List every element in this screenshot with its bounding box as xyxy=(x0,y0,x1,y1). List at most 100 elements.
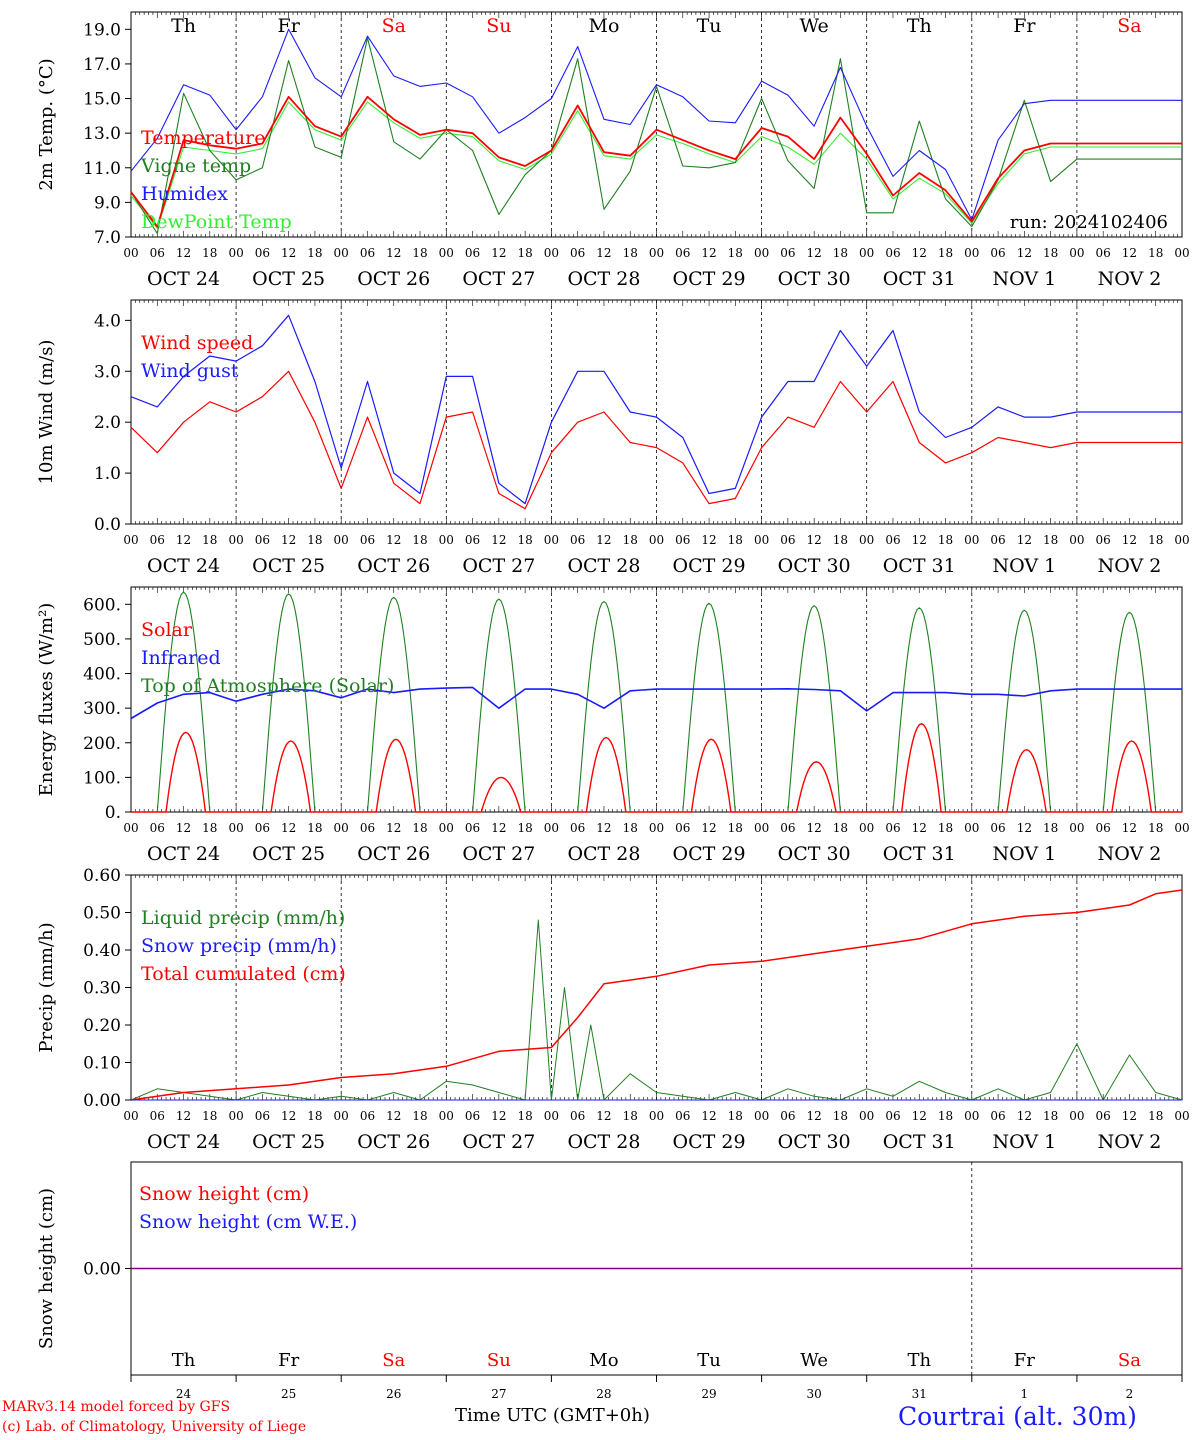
y-tick-label: 19.0 xyxy=(83,20,121,40)
hour-tick-label: 18 xyxy=(307,1109,322,1123)
hour-tick-label: 18 xyxy=(1043,533,1058,547)
y-tick-label: 1.0 xyxy=(94,464,121,484)
hour-tick-label: 06 xyxy=(780,1109,795,1123)
hour-tick-label: 12 xyxy=(1122,821,1137,835)
series-line-solar xyxy=(131,723,1182,813)
hour-tick-label: 06 xyxy=(150,533,165,547)
y-tick-label: 0.40 xyxy=(83,941,121,961)
day-number: 1 xyxy=(1021,1387,1029,1401)
hour-tick-label: 00 xyxy=(228,1109,243,1123)
legend-entry: Infrared xyxy=(141,647,221,669)
time-axis-label: Time UTC (GMT+0h) xyxy=(455,1405,650,1426)
hour-tick-label: 12 xyxy=(1122,1109,1137,1123)
date-label: NOV 2 xyxy=(1098,555,1162,577)
date-label: OCT 24 xyxy=(147,555,220,577)
y-tick-label: 4.0 xyxy=(94,311,121,331)
hour-tick-label: 12 xyxy=(807,821,822,835)
hour-tick-label: 06 xyxy=(465,533,480,547)
hour-tick-label: 18 xyxy=(938,821,953,835)
hour-tick-label: 06 xyxy=(780,533,795,547)
site-title: Courtrai (alt. 30m) xyxy=(898,1402,1137,1431)
y-tick-label: 600. xyxy=(83,595,121,615)
hour-tick-label: 00 xyxy=(123,246,138,260)
weekday-label: Th xyxy=(171,15,196,37)
date-label: OCT 28 xyxy=(567,1131,640,1153)
hour-tick-label: 06 xyxy=(1096,821,1111,835)
y-tick-label: 100. xyxy=(83,768,121,788)
weekday-label: Th xyxy=(907,1350,931,1371)
y-axis-label: Energy fluxes (W/m²) xyxy=(36,603,57,797)
hour-tick-label: 00 xyxy=(544,1109,559,1123)
hour-tick-label: 12 xyxy=(1017,821,1032,835)
date-label: OCT 30 xyxy=(778,555,851,577)
date-label: OCT 27 xyxy=(462,268,535,290)
date-label: OCT 31 xyxy=(883,1131,956,1153)
y-tick-label: 7.0 xyxy=(94,228,121,248)
legend-entry: Wind speed xyxy=(141,332,253,354)
hour-tick-label: 12 xyxy=(176,246,191,260)
date-label: OCT 30 xyxy=(778,1131,851,1153)
hour-tick-label: 00 xyxy=(1069,821,1084,835)
hour-tick-label: 18 xyxy=(1043,1109,1058,1123)
y-tick-label: 3.0 xyxy=(94,362,121,382)
hour-tick-label: 18 xyxy=(202,821,217,835)
day-number: 25 xyxy=(281,1387,296,1401)
hour-tick-label: 06 xyxy=(570,1109,585,1123)
date-label: NOV 2 xyxy=(1098,843,1162,865)
hour-tick-label: 00 xyxy=(439,246,454,260)
y-tick-label: 400. xyxy=(83,665,121,685)
day-number: 26 xyxy=(386,1387,401,1401)
date-label: OCT 26 xyxy=(357,268,430,290)
hour-tick-label: 06 xyxy=(255,533,270,547)
hour-tick-label: 18 xyxy=(1148,533,1163,547)
panel-frame xyxy=(130,11,1183,238)
weekday-label: Sa xyxy=(1118,1350,1141,1371)
hour-tick-label: 12 xyxy=(596,1109,611,1123)
day-number: 24 xyxy=(176,1387,192,1401)
hour-tick-label: 00 xyxy=(228,533,243,547)
day-number: 28 xyxy=(596,1387,611,1401)
hour-tick-label: 00 xyxy=(228,821,243,835)
y-tick-label: 2.0 xyxy=(94,413,121,433)
hour-tick-label: 12 xyxy=(491,1109,506,1123)
hour-tick-label: 18 xyxy=(517,821,532,835)
hour-tick-label: 18 xyxy=(728,1109,743,1123)
weekday-label: Fr xyxy=(1013,15,1036,37)
weekday-label: Fr xyxy=(1014,1350,1035,1371)
hour-tick-label: 00 xyxy=(649,246,664,260)
hour-tick-label: 00 xyxy=(1174,246,1189,260)
hour-tick-label: 12 xyxy=(491,533,506,547)
hour-tick-label: 12 xyxy=(386,1109,401,1123)
hour-tick-label: 18 xyxy=(1148,821,1163,835)
hour-tick-label: 12 xyxy=(281,246,296,260)
hour-tick-label: 12 xyxy=(386,821,401,835)
y-tick-label: 0. xyxy=(105,803,121,823)
date-label: OCT 25 xyxy=(252,1131,325,1153)
hour-tick-label: 18 xyxy=(1043,246,1058,260)
hour-tick-label: 12 xyxy=(701,821,716,835)
y-tick-label: 13.0 xyxy=(83,124,121,144)
date-label: OCT 24 xyxy=(147,268,220,290)
legend-entry: Top of Atmosphere (Solar) xyxy=(141,675,394,697)
panel-4: 00 06 12 18 00 06 12 18 00 06 12 18 00 06 12 18 00 06 12 18… xyxy=(36,866,1190,1153)
y-tick-label: 0.30 xyxy=(83,979,121,999)
hour-tick-label: 12 xyxy=(701,533,716,547)
hour-tick-label: 18 xyxy=(412,533,427,547)
date-label: NOV 1 xyxy=(992,268,1056,290)
hour-tick-label: 18 xyxy=(307,821,322,835)
hour-tick-label: 00 xyxy=(859,1109,874,1123)
hour-tick-label: 00 xyxy=(228,246,243,260)
y-tick-label: 0.10 xyxy=(83,1054,121,1074)
weekday-label: Th xyxy=(172,1350,196,1371)
hour-tick-label: 00 xyxy=(1174,821,1189,835)
hour-tick-label: 00 xyxy=(544,533,559,547)
hour-tick-label: 12 xyxy=(281,821,296,835)
hour-tick-label: 00 xyxy=(334,533,349,547)
hour-tick-label: 06 xyxy=(885,246,900,260)
hour-tick-label: 00 xyxy=(964,533,979,547)
hour-tick-label: 00 xyxy=(1069,246,1084,260)
hour-tick-label: 06 xyxy=(465,1109,480,1123)
date-label: NOV 1 xyxy=(992,555,1056,577)
hour-tick-label: 18 xyxy=(938,246,953,260)
